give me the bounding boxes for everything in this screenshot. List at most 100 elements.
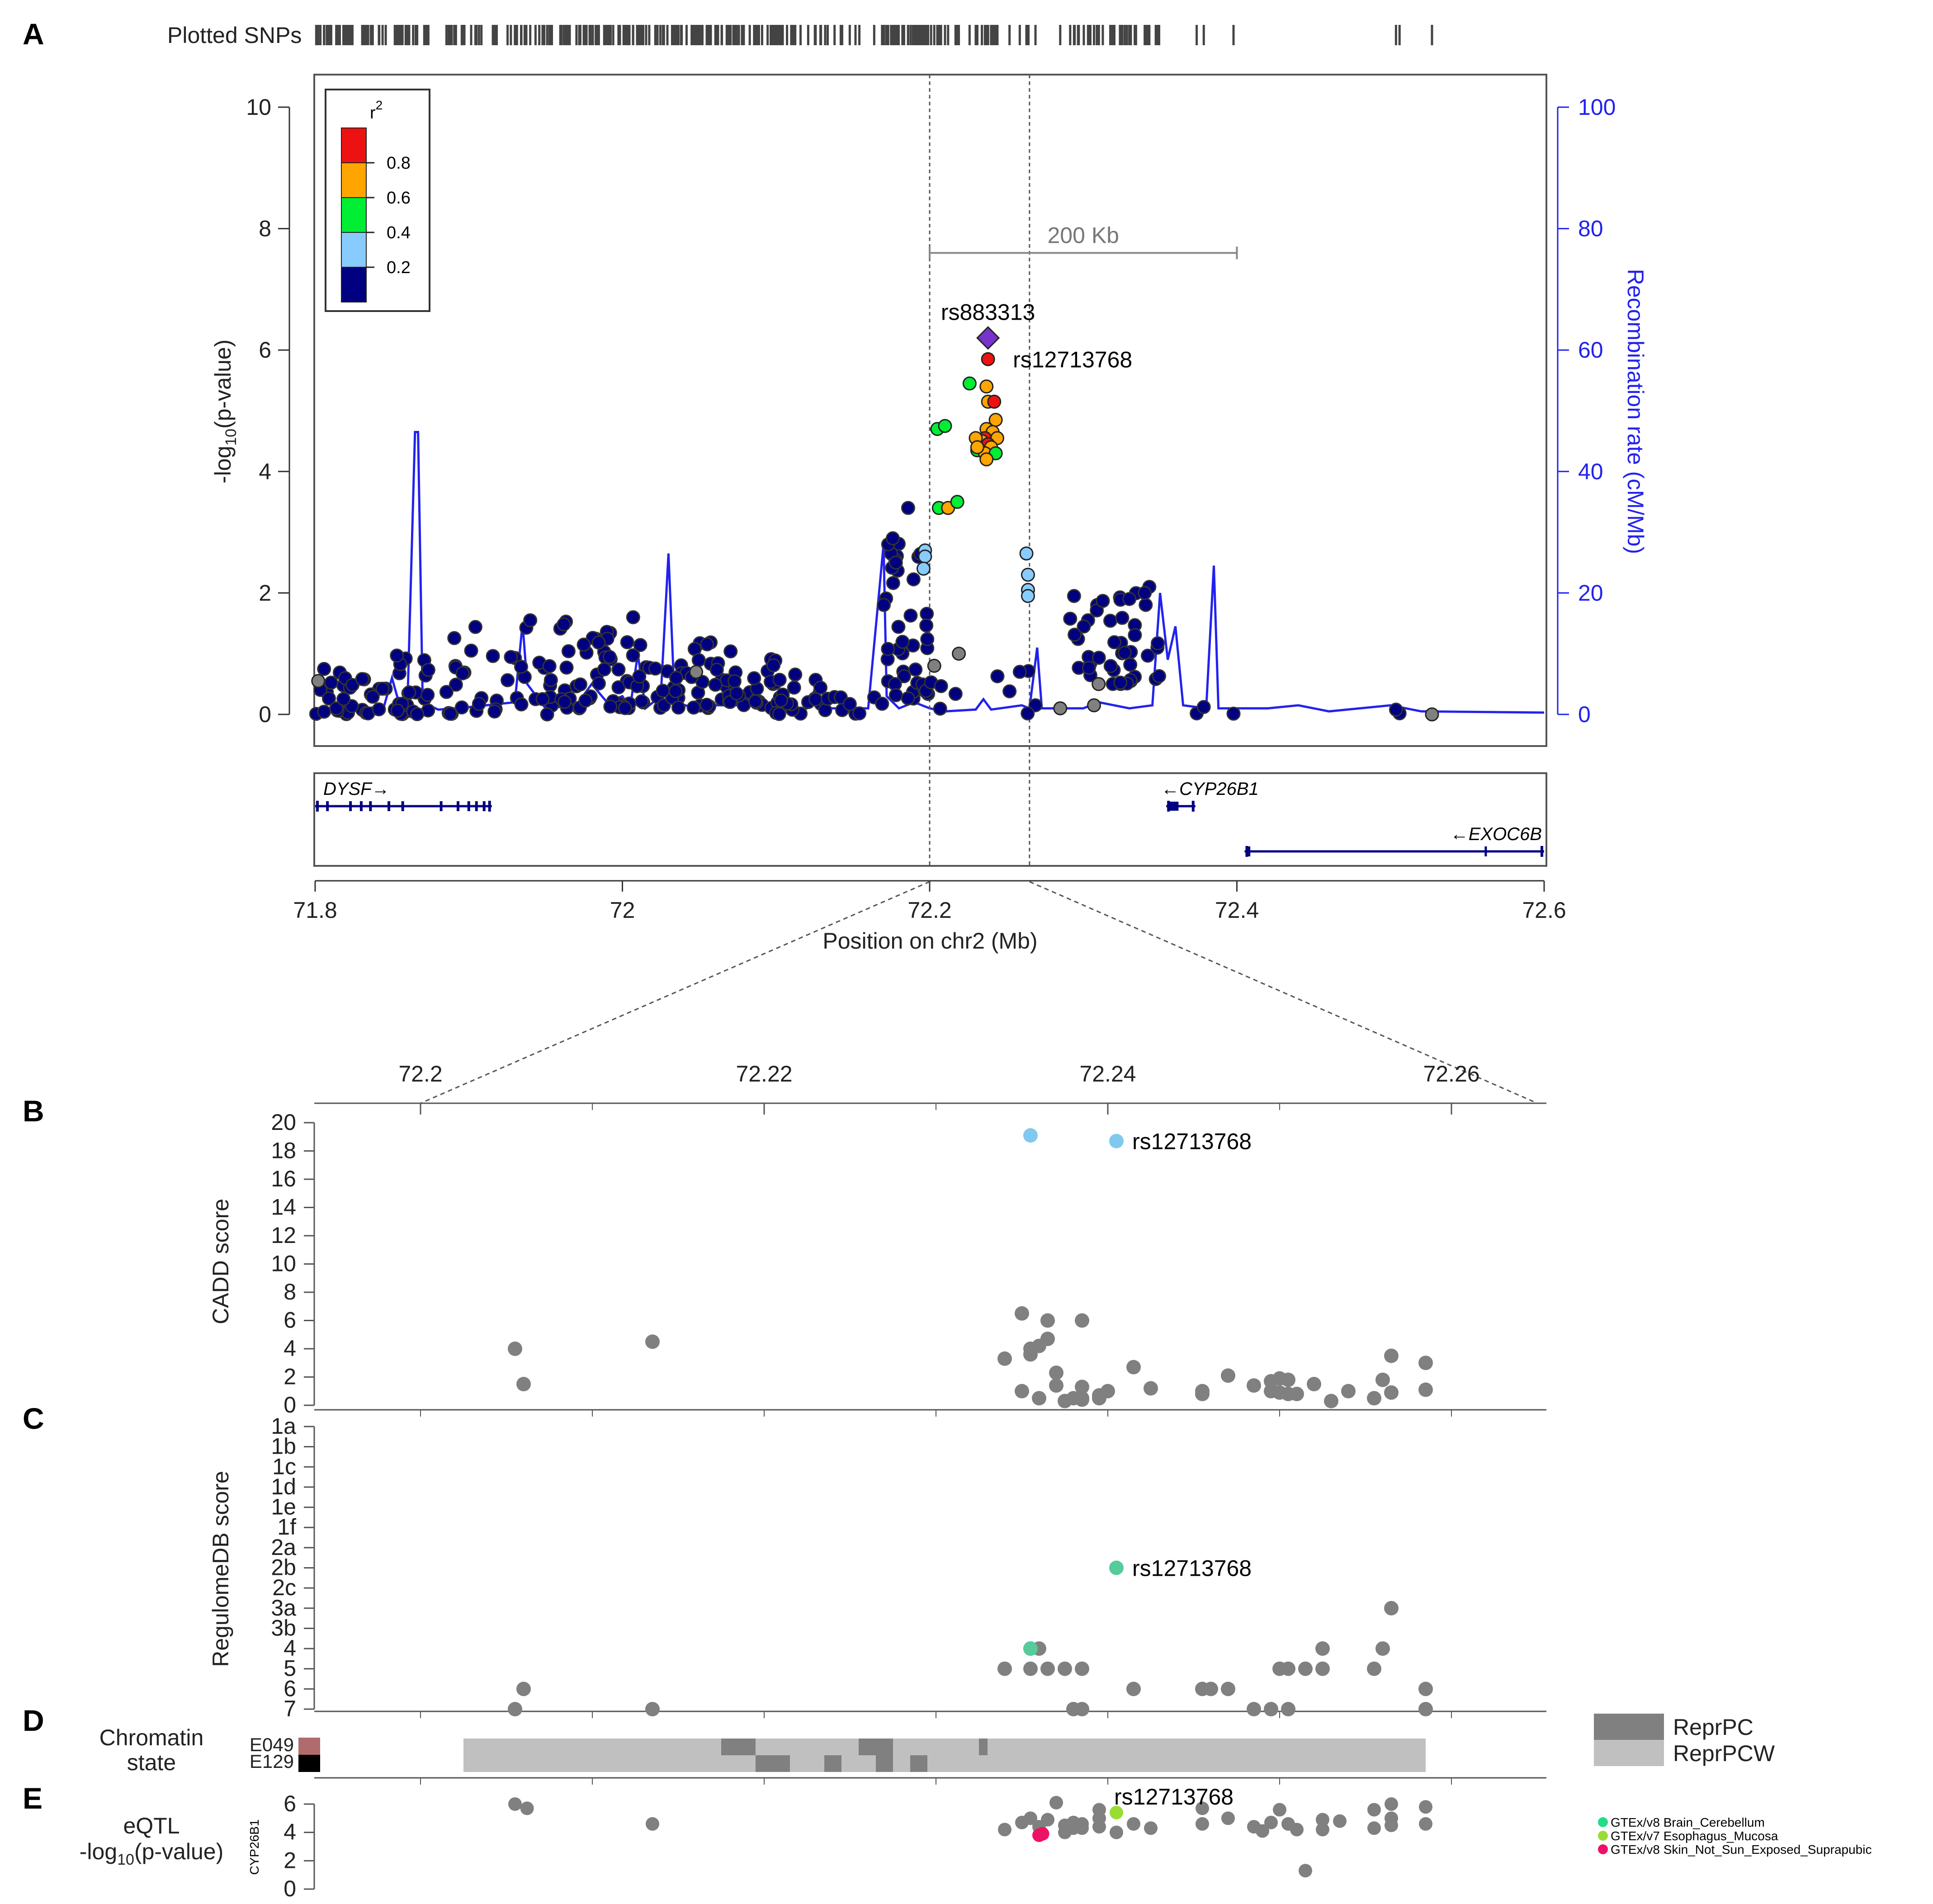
snp-point-low-ld xyxy=(842,697,857,711)
snp-point-low-ld xyxy=(1092,651,1106,665)
snp-point-low-ld xyxy=(365,690,380,704)
snp-point-low-ld xyxy=(542,659,557,673)
snp-point-low-ld xyxy=(919,618,934,633)
snp-point-low-ld xyxy=(1389,703,1403,717)
x-tick-label: 72 xyxy=(610,898,635,923)
snp-point-ld xyxy=(981,352,995,366)
regulome-point xyxy=(516,1682,531,1696)
snp-point-low-ld xyxy=(540,707,554,722)
panel-letter-b: B xyxy=(23,1094,44,1128)
chromatin-segments xyxy=(463,1739,1426,1772)
eqtl-point xyxy=(1196,1817,1209,1831)
cadd-y-tick-label: 4 xyxy=(284,1336,296,1361)
eqtl-point xyxy=(1256,1824,1269,1838)
y-tick-label: 4 xyxy=(259,459,271,484)
zoom-x-axis: 72.2 72.22 72.24 72.26 xyxy=(314,1061,1546,1785)
snp-point-low-ld xyxy=(468,620,482,634)
r2-swatch-08 xyxy=(341,128,367,163)
association-points xyxy=(309,326,1439,722)
eqtl-point xyxy=(1367,1803,1381,1817)
regulome-y-tick-label: 1b xyxy=(271,1434,296,1459)
y-axis-label-left: -log10(p-value) xyxy=(210,340,240,484)
track-label-e049: E049 xyxy=(250,1734,294,1755)
regulome-point-highlight xyxy=(1109,1560,1124,1575)
snp-point-ld xyxy=(962,376,977,391)
cadd-point xyxy=(1101,1384,1115,1398)
snp-point-low-ld xyxy=(355,672,369,686)
snp-point-low-ld xyxy=(634,694,649,709)
cadd-point xyxy=(1075,1380,1089,1394)
cadd-y-axis-label: CADD score xyxy=(208,1199,233,1324)
regulome-point xyxy=(1281,1702,1295,1716)
snp-point-low-ld xyxy=(487,704,502,719)
snp-point-low-ld xyxy=(1150,636,1165,651)
regulome-point xyxy=(1264,1702,1278,1716)
regulome-y-tick-label: 3a xyxy=(271,1595,296,1621)
snp-point-low-ld xyxy=(322,691,336,706)
gtex-legend: GTEx/v8 Brain_Cerebellum GTEx/v7 Esophag… xyxy=(1598,1815,1872,1857)
r2-legend-title: r2 xyxy=(370,98,383,123)
snp-point-low-ld xyxy=(449,677,463,692)
cadd-y-tick-label: 18 xyxy=(271,1138,296,1163)
x-tick-label: 72.4 xyxy=(1215,898,1259,923)
snp-point-low-ld xyxy=(885,531,900,546)
gene-track-frame xyxy=(313,772,1547,867)
eqtl-point xyxy=(1419,1800,1432,1814)
cadd-point xyxy=(1049,1378,1063,1393)
legend-label-reprpcw: ReprPCW xyxy=(1673,1741,1775,1766)
x-axis-label: Position on chr2 (Mb) xyxy=(822,928,1037,954)
snp-point-low-ld xyxy=(1067,589,1081,603)
snp-point-low-ld xyxy=(1063,611,1078,626)
regulome-y-tick-label: 3b xyxy=(271,1615,296,1640)
regulome-point xyxy=(1058,1661,1072,1676)
snp-point-low-ld xyxy=(329,701,344,716)
snp-point-ld xyxy=(938,419,952,433)
snp-point-low-ld xyxy=(729,686,744,700)
plotted-snps-label: Plotted SNPs xyxy=(167,23,302,48)
snp-point-low-ld xyxy=(1021,706,1035,721)
snp-point-low-ld xyxy=(603,699,618,714)
snp-point-low-ld xyxy=(544,673,558,687)
regulome-point xyxy=(1418,1702,1433,1716)
regulome-point xyxy=(1040,1661,1055,1676)
cadd-y-tick-label: 6 xyxy=(284,1308,296,1333)
eqtl-point xyxy=(1333,1814,1347,1828)
snp-point-low-ld xyxy=(447,631,462,645)
y2-tick-label: 80 xyxy=(1578,216,1603,241)
snp-point-ld xyxy=(979,379,994,394)
snp-point-low-ld xyxy=(620,635,634,649)
regulome-point xyxy=(1281,1661,1295,1676)
snp-point-low-ld xyxy=(390,704,405,718)
snp-point-low-ld xyxy=(818,703,832,718)
y2-tick-label: 40 xyxy=(1578,459,1603,484)
snp-point-low-ld xyxy=(504,650,518,664)
regulome-points xyxy=(508,1560,1433,1716)
eqtl-snp-label: rs12713768 xyxy=(1114,1784,1234,1810)
cadd-point xyxy=(1247,1378,1261,1393)
x-tick-label: 72.2 xyxy=(907,898,951,923)
x-tick-label: 72.6 xyxy=(1522,898,1566,923)
eqtl-y-tick-label: 6 xyxy=(284,1791,296,1816)
snp-point-low-ld xyxy=(852,706,867,721)
zoom-connector-lines xyxy=(420,881,1538,1104)
regulome-point xyxy=(1126,1682,1141,1696)
regulome-point xyxy=(508,1702,522,1716)
eqtl-points xyxy=(508,1795,1432,1878)
snp-point-low-ld xyxy=(1152,669,1166,683)
snp-point-low-ld xyxy=(787,680,801,695)
eqtl-point xyxy=(1196,1801,1209,1815)
regulome-point xyxy=(1221,1682,1235,1696)
regulome-point xyxy=(1075,1702,1089,1716)
snp-point-low-ld xyxy=(723,644,738,659)
snp-point-low-ld xyxy=(1226,706,1241,721)
x-tick-label: 71.8 xyxy=(293,898,337,923)
regulome-point xyxy=(1204,1682,1218,1696)
snp-point-low-ld xyxy=(472,697,486,711)
chromatin-segment-reprpc xyxy=(721,1739,756,1755)
gene-label: ←EXOC6B xyxy=(1451,824,1542,844)
snp-point-low-ld xyxy=(1012,665,1027,679)
regulome-point xyxy=(1375,1641,1390,1656)
snp-point-low-ld xyxy=(1128,628,1142,643)
snp-point-ld xyxy=(987,394,1002,409)
track-swatch-e049 xyxy=(298,1738,320,1755)
